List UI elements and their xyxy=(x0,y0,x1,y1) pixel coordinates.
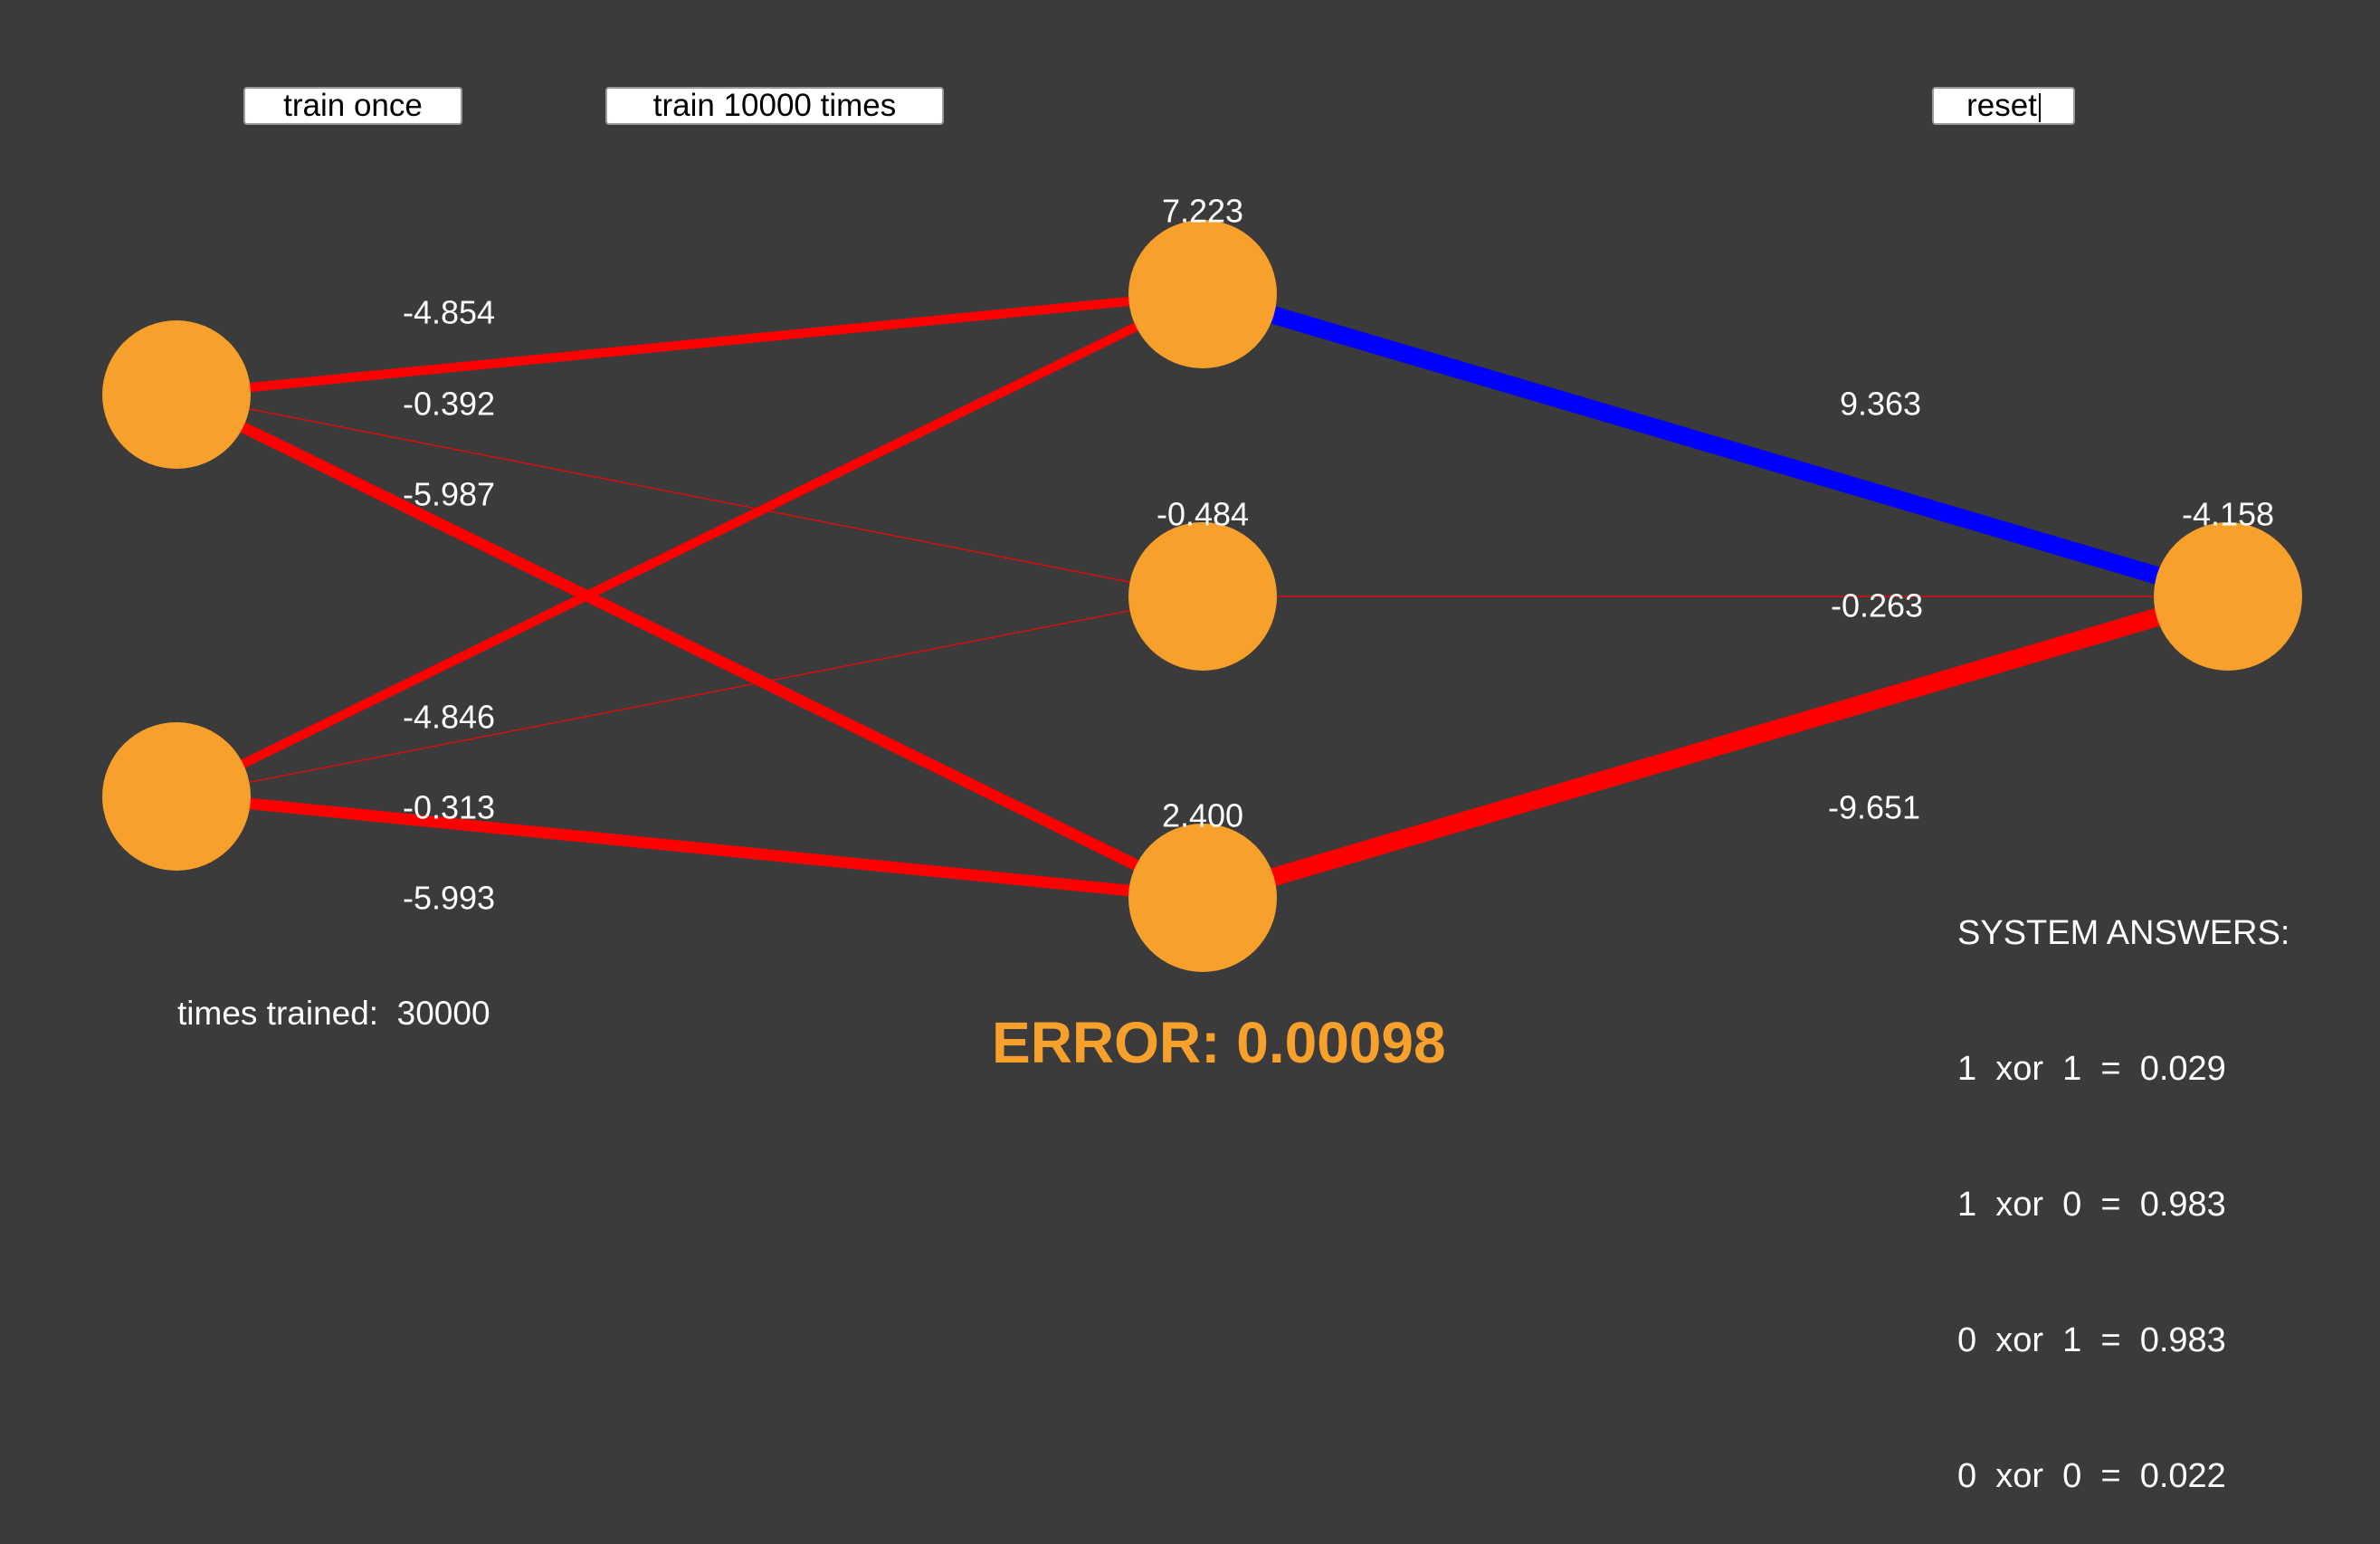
weight-edge-in2-h3 xyxy=(176,796,1203,898)
weight-label-in2-h2: -0.313 xyxy=(403,789,495,826)
bias-label-h2: -0.484 xyxy=(1157,496,1249,533)
weight-label-in1-h3: -5.987 xyxy=(403,476,495,513)
weight-edge-in2-h1 xyxy=(176,294,1203,796)
weight-label-in2-h3: -5.993 xyxy=(403,880,495,917)
weight-edge-in1-h1 xyxy=(176,294,1203,395)
system-answers: SYSTEM ANSWERS: 1 xor 1 = 0.029 1 xor 0 … xyxy=(1957,820,2290,1544)
neuron-node-out xyxy=(2154,522,2302,671)
weight-label-h1-out: 9.363 xyxy=(1840,386,1921,423)
neuron-node-h3 xyxy=(1128,824,1277,972)
bias-label-h3: 2.400 xyxy=(1162,797,1243,834)
neuron-node-h2 xyxy=(1128,522,1277,671)
answers-header: SYSTEM ANSWERS: xyxy=(1957,910,2290,956)
train-once-button[interactable]: train once xyxy=(243,87,462,125)
reset-button-label: reset xyxy=(1966,88,2037,123)
text-caret xyxy=(2039,93,2041,122)
weight-label-h3-out: -9.651 xyxy=(1828,789,1920,826)
answer-line: 0 xor 1 = 0.983 xyxy=(1957,1318,2290,1363)
labels: -4.854 -0.392 -5.987 -4.846 -0.313 -5.993 9.36… xyxy=(403,193,2274,917)
neuron-node-in2 xyxy=(102,722,251,871)
weight-edge-h1-out xyxy=(1203,294,2228,596)
weight-edge-in2-h2 xyxy=(176,596,1203,796)
train-10000-times-button[interactable]: train 10000 times xyxy=(605,87,944,125)
weight-label-in1-h1: -4.854 xyxy=(403,294,495,331)
neuron-node-in1 xyxy=(102,320,251,469)
answer-line: 1 xor 1 = 0.029 xyxy=(1957,1046,2290,1091)
weight-edge-in1-h3 xyxy=(176,395,1203,898)
bias-label-out: -4.158 xyxy=(2182,496,2274,533)
weight-edge-in1-h2 xyxy=(176,395,1203,596)
error-readout: ERROR: 0.00098 xyxy=(992,1009,1446,1076)
weight-label-in1-h2: -0.392 xyxy=(403,386,495,423)
bias-label-h1: 7.223 xyxy=(1162,193,1243,230)
answer-line: 1 xor 0 = 0.983 xyxy=(1957,1182,2290,1227)
weight-label-in2-h1: -4.846 xyxy=(403,699,495,736)
reset-button[interactable]: reset xyxy=(1932,87,2075,125)
neuron-node-h1 xyxy=(1128,220,1277,368)
answer-line: 0 xor 0 = 0.022 xyxy=(1957,1453,2290,1499)
weight-label-h2-out: -0.263 xyxy=(1831,587,1923,624)
times-trained-label: times trained: 30000 xyxy=(177,995,490,1033)
